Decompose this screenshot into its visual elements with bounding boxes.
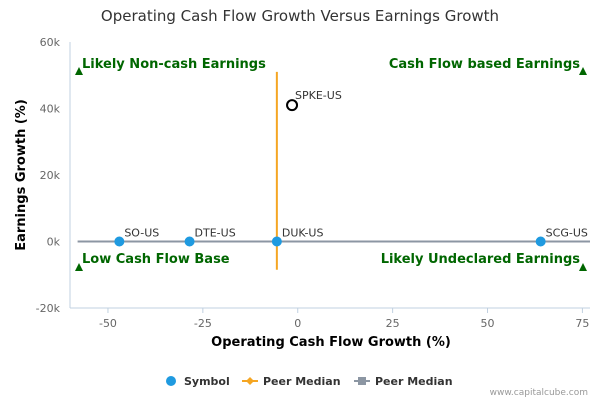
x-tick-label: 75 (575, 317, 589, 330)
legend-label-1: Symbol (184, 375, 230, 388)
plot-area: -50 -25 0 25 50 75 -20k 0k 20k 40k 60k Likely Non-c… (36, 36, 590, 330)
x-tick-label: -50 (99, 317, 117, 330)
data-point-dte-us (184, 236, 195, 247)
quadrant-label-bottom-right: Likely Undeclared Earnings (381, 252, 581, 267)
x-tick-label: -25 (194, 317, 212, 330)
legend-marker-symbol (166, 376, 176, 386)
y-axis-title: Earnings Growth (%) (14, 99, 29, 251)
y-tick-label: 0k (47, 236, 61, 249)
y-tick-label: 40k (40, 103, 61, 116)
point-label-so-us: SO-US (124, 227, 159, 240)
quadrant-triangle-top-right (579, 67, 587, 75)
quadrant-label-top-right: Cash Flow based Earnings (389, 57, 580, 72)
highlight-point (286, 99, 299, 112)
credit-text: www.capitalcube.com (490, 388, 588, 398)
data-point-scg-us (535, 236, 546, 247)
legend-marker-peer-median-2 (358, 377, 366, 385)
quadrant-label-top-left: Likely Non-cash Earnings (82, 57, 266, 72)
legend: Symbol Peer Median Peer Median (166, 375, 453, 388)
point-label-duk-us: DUK-US (282, 227, 324, 240)
data-point-so-us (114, 236, 125, 247)
y-tick-label: 20k (40, 169, 61, 182)
data-point-duk-us (271, 236, 282, 247)
legend-label-2: Peer Median (263, 375, 341, 388)
quadrant-label-bottom-left: Low Cash Flow Base (82, 252, 230, 267)
point-label-dte-us: DTE-US (195, 227, 236, 240)
y-tick-label: 60k (40, 36, 61, 49)
x-axis-title: Operating Cash Flow Growth (%) (211, 335, 451, 350)
legend-label-3: Peer Median (375, 375, 453, 388)
x-tick-label: 25 (386, 317, 400, 330)
quadrant-triangle-bottom-right (579, 263, 587, 271)
x-tick-label: 0 (294, 317, 301, 330)
quadrant-triangle-top-left (75, 67, 83, 75)
highlight-point-label: SPKE-US (295, 89, 342, 102)
point-label-scg-us: SCG-US (546, 227, 588, 240)
legend-marker-peer-median (246, 377, 254, 385)
quadrant-triangle-bottom-left (75, 263, 83, 271)
x-tick-label: 50 (481, 317, 495, 330)
y-tick-label: -20k (36, 302, 61, 315)
chart-title: Operating Cash Flow Growth Versus Earnin… (101, 7, 499, 25)
